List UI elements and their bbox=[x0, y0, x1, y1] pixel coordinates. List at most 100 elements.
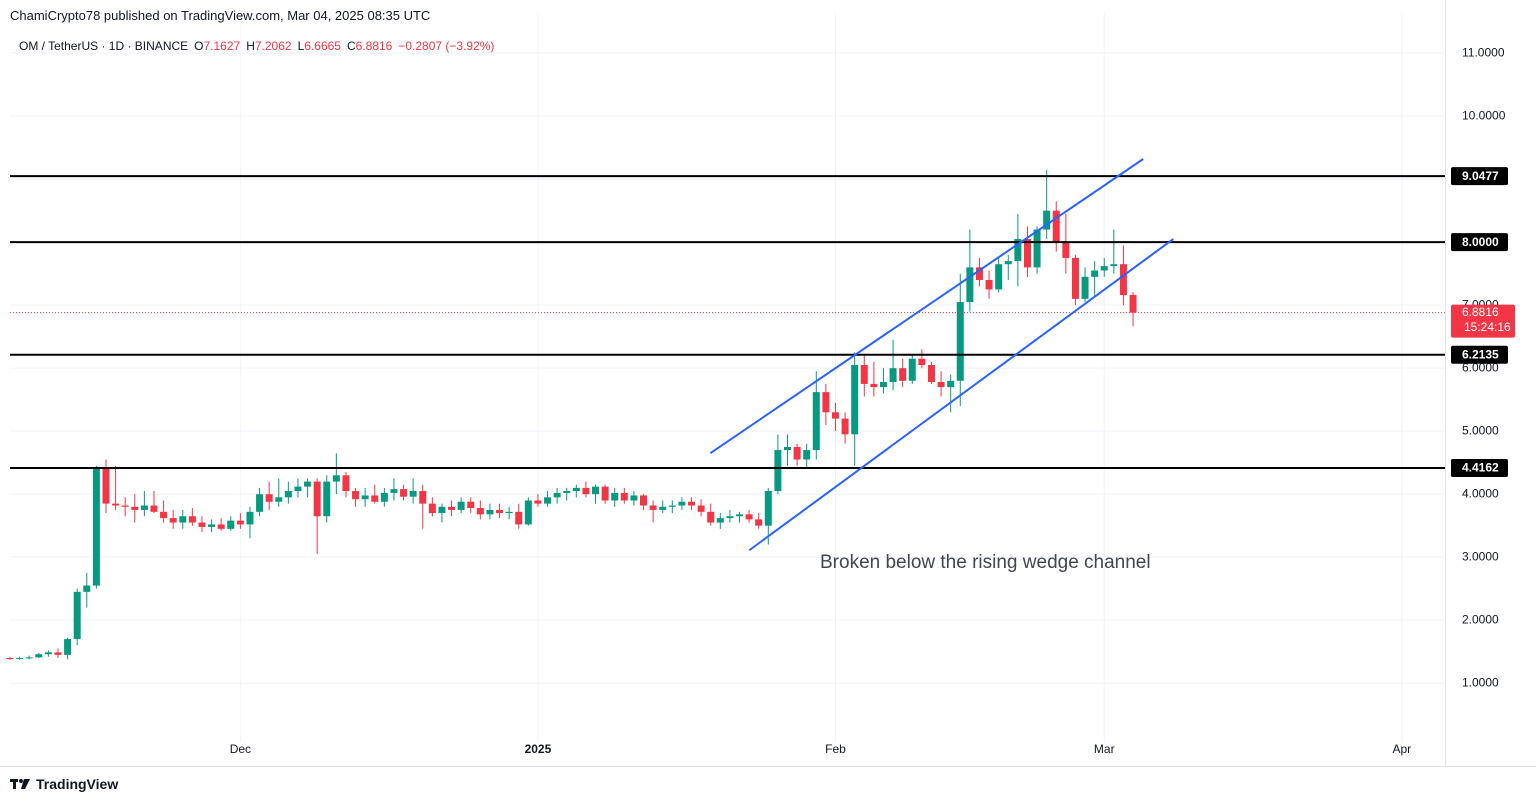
ohlc-value: 6.6665 bbox=[304, 39, 341, 53]
candle-body bbox=[783, 446, 791, 451]
annotation: Broken below the rising wedge channel bbox=[820, 552, 1151, 573]
candle-body bbox=[707, 511, 715, 523]
candle-body bbox=[217, 524, 225, 529]
candle-body bbox=[1033, 229, 1041, 268]
candle-body bbox=[160, 511, 168, 519]
candle-body bbox=[150, 505, 158, 512]
candle-body bbox=[1091, 270, 1099, 277]
candle-body bbox=[208, 524, 216, 527]
candle-body bbox=[1071, 257, 1079, 299]
y-tick-label: 1.0000 bbox=[1462, 675, 1499, 689]
last-price-label: 6.8816 bbox=[1462, 305, 1499, 319]
ohlc-value: 7.1627 bbox=[203, 39, 241, 53]
candle-body bbox=[361, 495, 369, 500]
ohlc-key: C bbox=[346, 39, 356, 53]
candle-body bbox=[246, 511, 254, 525]
candle-body bbox=[1043, 210, 1051, 230]
candle-body bbox=[1081, 276, 1089, 299]
x-tick-label: Mar bbox=[1094, 742, 1115, 756]
candle-body bbox=[927, 365, 935, 383]
level-label: 4.4162 bbox=[1462, 461, 1499, 475]
candle-body bbox=[678, 501, 686, 506]
last-price-countdown: 15:24:16 bbox=[1464, 320, 1511, 334]
candle-body bbox=[572, 487, 580, 492]
ohlc-key: O bbox=[194, 39, 204, 53]
level-label: 6.2135 bbox=[1462, 347, 1499, 361]
candle-body bbox=[640, 495, 648, 506]
candle-body bbox=[908, 358, 916, 381]
candle-body bbox=[563, 491, 571, 493]
candle-body bbox=[812, 392, 820, 451]
ohlc-value: 7.2062 bbox=[254, 39, 292, 53]
candle-body bbox=[524, 500, 532, 525]
candle-body bbox=[659, 506, 667, 510]
x-tick-label: 2025 bbox=[525, 742, 552, 756]
last-price-box bbox=[1451, 304, 1515, 338]
candle-body bbox=[995, 264, 1003, 290]
candle-body bbox=[1023, 239, 1031, 268]
price-change: −0.2807 (−3.92%) bbox=[398, 39, 495, 53]
candle-body bbox=[371, 495, 379, 502]
footer: TradingView bbox=[10, 776, 118, 792]
candle-body bbox=[131, 506, 139, 510]
ohlc-key: H bbox=[246, 39, 255, 53]
candle-body bbox=[947, 380, 955, 388]
candle-body bbox=[966, 267, 974, 303]
candle-body bbox=[630, 495, 638, 501]
candle-body bbox=[889, 368, 897, 383]
y-tick-label: 2.0000 bbox=[1462, 612, 1499, 626]
x-tick-label: Apr bbox=[1392, 742, 1411, 756]
candle-body bbox=[649, 505, 657, 510]
candle-body bbox=[841, 418, 849, 435]
candle-body bbox=[668, 505, 676, 507]
candle-body bbox=[601, 486, 609, 501]
candle-body bbox=[822, 392, 830, 413]
candle-body bbox=[620, 492, 628, 501]
candle-body bbox=[860, 365, 868, 384]
y-tick-label: 10.0000 bbox=[1462, 108, 1506, 122]
y-tick-label: 5.0000 bbox=[1462, 423, 1499, 437]
candle-body bbox=[611, 492, 619, 501]
candle-body bbox=[92, 468, 100, 586]
candle-body bbox=[448, 506, 456, 510]
candle-body bbox=[44, 652, 52, 655]
candle-body bbox=[726, 516, 734, 519]
y-tick-label: 6.0000 bbox=[1462, 360, 1499, 374]
candle-body bbox=[553, 492, 561, 498]
candle-body bbox=[1062, 242, 1070, 258]
candle-body bbox=[899, 368, 907, 381]
candle-body bbox=[35, 654, 43, 658]
candle-body bbox=[294, 486, 302, 492]
level-label-box bbox=[1451, 345, 1508, 364]
candle-body bbox=[64, 639, 72, 655]
ohlc-key: L bbox=[297, 39, 305, 53]
candle-body bbox=[419, 491, 427, 504]
x-tick-label: Dec bbox=[230, 742, 251, 756]
candle-body bbox=[937, 382, 945, 388]
ohlc-value: 6.8816 bbox=[355, 39, 393, 53]
candle-body bbox=[275, 497, 283, 502]
candle-body bbox=[486, 509, 494, 515]
candle-body bbox=[582, 487, 590, 495]
candle-body bbox=[380, 492, 388, 502]
candle-body bbox=[188, 516, 196, 523]
candle-body bbox=[313, 481, 321, 517]
level-label-box bbox=[1451, 458, 1508, 477]
x-tick-label: Feb bbox=[825, 742, 846, 756]
symbol-header: OM / TetherUS · 1D · BINANCE O 7.1627 H 7.2… bbox=[19, 39, 494, 53]
published-line: ChamiCrypto78 published on TradingView.c… bbox=[10, 8, 431, 23]
candle-body bbox=[755, 519, 763, 526]
candle-body bbox=[121, 505, 129, 507]
candle-body bbox=[332, 475, 340, 482]
candle-body bbox=[352, 491, 360, 500]
logo bbox=[10, 779, 30, 789]
candle-body bbox=[409, 491, 417, 497]
candle-body bbox=[236, 520, 244, 525]
candle-body bbox=[870, 383, 878, 388]
candle-body bbox=[697, 505, 705, 512]
candle-body bbox=[956, 302, 964, 381]
symbol: OM / TetherUS · 1D · BINANCE bbox=[19, 39, 189, 53]
candle-body bbox=[438, 506, 446, 514]
candle-body bbox=[227, 520, 235, 529]
